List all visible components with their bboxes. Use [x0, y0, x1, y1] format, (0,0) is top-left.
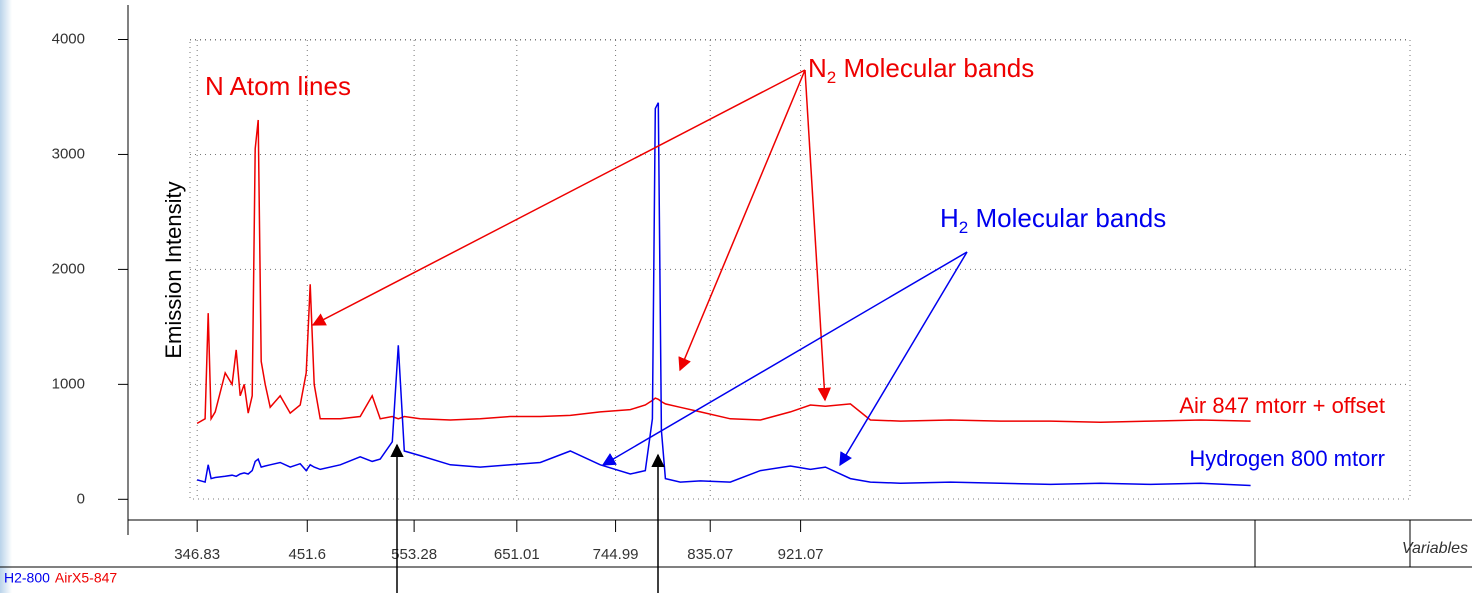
annotation-sub: 2	[827, 68, 836, 87]
annotation: Hydrogen 800 mtorr	[1189, 446, 1385, 471]
annotation-part: Molecular bands	[968, 203, 1166, 233]
annotation: N2 Molecular bands	[808, 53, 1034, 88]
annotation: Air 847 mtorr + offset	[1179, 393, 1385, 418]
x-axis-label: Variables	[1402, 540, 1468, 557]
y-axis-label: Emission Intensity	[161, 181, 186, 358]
x-tick-label: 451.6	[288, 546, 326, 563]
annotation-part: H	[940, 203, 959, 233]
series-line	[196, 102, 1251, 487]
side-strip	[0, 0, 12, 593]
x-tick-label: 346.83	[174, 546, 220, 563]
y-tick-label: 0	[77, 490, 85, 507]
blue-arrows	[601, 251, 968, 467]
x-tick-label: 835.07	[687, 546, 733, 563]
legend-entry: AirX5-847	[55, 570, 117, 586]
x-tick-label: 651.01	[494, 546, 540, 563]
annotation-part: Molecular bands	[836, 53, 1034, 83]
red-arrows	[311, 69, 832, 402]
black-arrows	[390, 443, 665, 593]
plot-frame	[189, 39, 1411, 500]
y-tick-label: 1000	[52, 375, 85, 392]
x-tick-label: 553.28	[391, 546, 437, 563]
x-tick-label: 921.07	[778, 546, 824, 563]
y-tick-label: 4000	[52, 30, 85, 47]
x-tick-label: 744.99	[593, 546, 639, 563]
annotation-sub: 2	[959, 218, 968, 237]
annotation: H2 Molecular bands	[940, 203, 1166, 238]
series-line	[196, 119, 1251, 425]
legend-entry: H2-800	[4, 570, 50, 586]
y-tick-label: 2000	[52, 260, 85, 277]
annotation-part: N	[808, 53, 827, 83]
annotation: N Atom lines	[205, 71, 351, 101]
y-tick-label: 3000	[52, 145, 85, 162]
